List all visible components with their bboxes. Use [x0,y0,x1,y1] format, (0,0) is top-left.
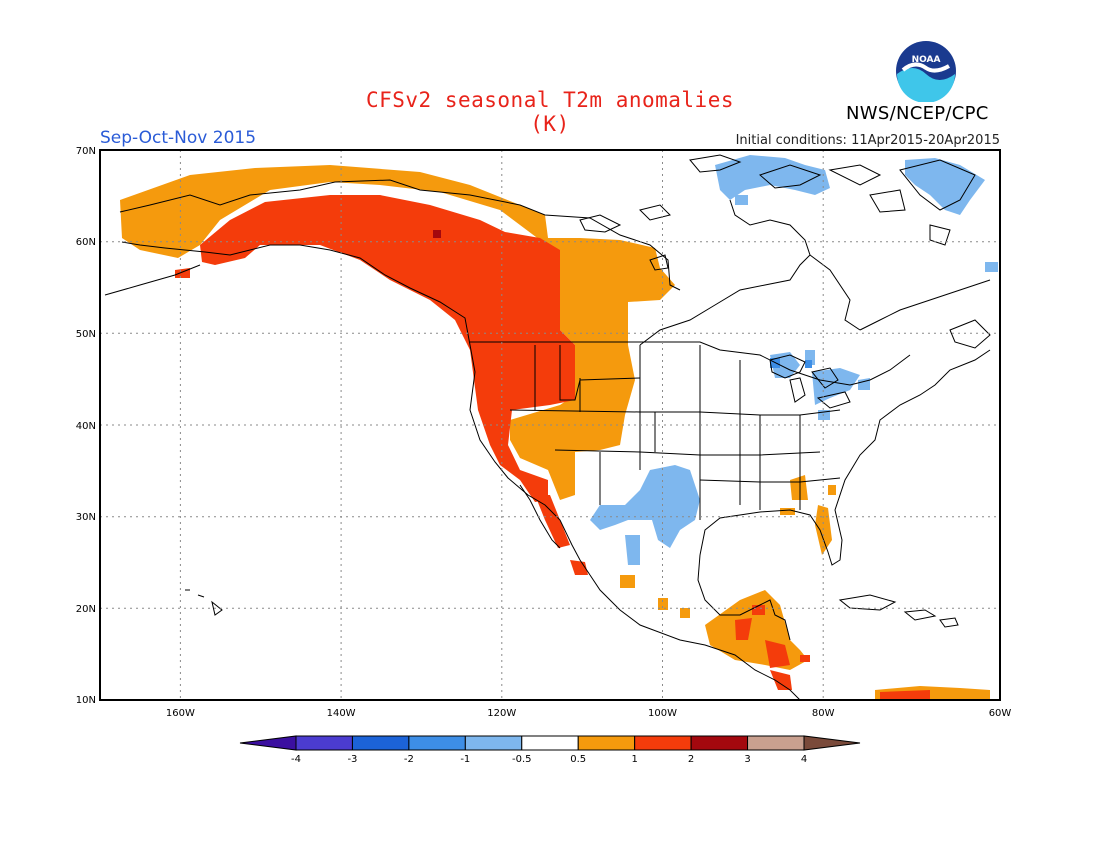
logo-text: NOAA [912,55,941,65]
season-label: Sep-Oct-Nov 2015 [100,128,257,148]
lat-label-70n: 70N [76,146,96,157]
lon-axis: 160W 140W 120W 100W 80W 60W [166,708,1012,719]
chart-title: CFSv2 seasonal T2m anomalies (K) [365,88,734,136]
colorbar-segment [577,735,636,751]
colorbar-tick-label: 0.5 [570,754,586,765]
lat-axis: 70N 60N 50N 40N 30N 20N 10N [76,146,96,706]
colorbar-tick-label: 2 [688,754,694,765]
colorbar: -4 -3 -2 -1 -0.5 0.5 1 2 3 4 [239,735,861,765]
lon-label-120w: 120W [487,708,516,719]
colorbar-min-arrow [239,735,297,751]
colorbar-max-arrow [803,735,861,751]
colorbar-tick-label: 3 [744,754,750,765]
gridlines [100,150,1000,700]
colorbar-tick-label: -1 [460,754,470,765]
colorbar-tick-label: -2 [404,754,414,765]
lat-label-40n: 40N [76,421,96,432]
colorbar-tick-label: -4 [291,754,301,765]
colorbar-segment [634,735,692,751]
lat-label-60n: 60N [76,237,96,248]
anomaly-shading [120,155,998,700]
organization-label: NWS/NCEP/CPC [846,103,989,124]
colorbar-segment [464,735,523,751]
colorbar-tick-label: -3 [347,754,357,765]
lon-label-140w: 140W [327,708,356,719]
colorbar-segment [521,735,579,751]
lat-label-30n: 30N [76,512,96,523]
initial-conditions-label: Initial conditions: 11Apr2015-20Apr2015 [735,133,1000,148]
map-frame [99,149,1001,701]
colorbar-segment [408,735,466,751]
lon-label-80w: 80W [812,708,835,719]
colorbar-segment [351,735,410,751]
lat-label-20n: 20N [76,604,96,615]
lat-label-50n: 50N [76,329,96,340]
colorbar-tick-label: 1 [631,754,637,765]
lon-label-60w: 60W [989,708,1012,719]
noaa-logo: NOAA [896,41,956,102]
colorbar-segment [295,735,353,751]
colorbar-tick-label: -0.5 [512,754,532,765]
lat-label-10n: 10N [76,695,96,706]
colorbar-segment [690,735,749,751]
colorbar-tick-label: 4 [801,754,807,765]
lon-label-100w: 100W [648,708,677,719]
lon-label-160w: 160W [166,708,195,719]
colorbar-segment [747,735,805,751]
